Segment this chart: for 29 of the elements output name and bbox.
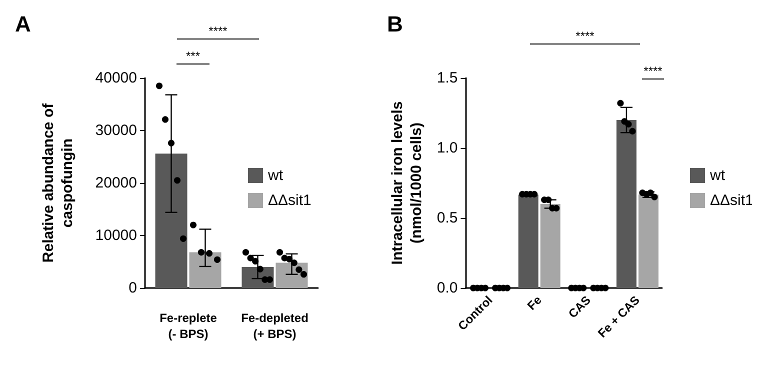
y-tick-label: 20000 <box>95 174 137 192</box>
bar <box>518 194 538 288</box>
x-tick-label: Fe-depleted (+ BPS) <box>241 311 308 341</box>
bar <box>155 154 188 288</box>
y-axis-title: Relative abundance of caspofungin <box>40 102 76 263</box>
x-tick-label: Fe <box>524 292 545 313</box>
y-tick-label: 0.0 <box>436 280 458 296</box>
bar <box>616 120 636 288</box>
bar <box>638 194 658 288</box>
y-axis-title: Intracellular iron levels (nmol/1000 cells) <box>389 101 425 265</box>
text: *** <box>186 49 200 63</box>
legend-label: wt <box>709 167 726 184</box>
y-tick-label: 1.0 <box>436 140 458 156</box>
legend-label: ΔΔsit1 <box>268 192 312 209</box>
text: **** <box>644 64 663 78</box>
y-tick-label: 40000 <box>95 70 137 86</box>
bar <box>540 204 560 288</box>
y-tick-label: 0 <box>128 280 137 296</box>
chart-title: B <box>387 12 403 36</box>
y-tick-label: 0.5 <box>436 210 458 226</box>
y-tick-label: 10000 <box>95 227 137 244</box>
bar <box>189 252 222 288</box>
y-tick-label: 30000 <box>95 122 137 139</box>
text: **** <box>208 24 228 38</box>
x-tick-label: Fe-replete (- BPS) <box>160 311 218 341</box>
text: **** <box>576 29 595 43</box>
chart-title: A <box>15 12 31 36</box>
y-tick-label: 1.5 <box>436 70 458 86</box>
legend-label: wt <box>267 167 284 184</box>
